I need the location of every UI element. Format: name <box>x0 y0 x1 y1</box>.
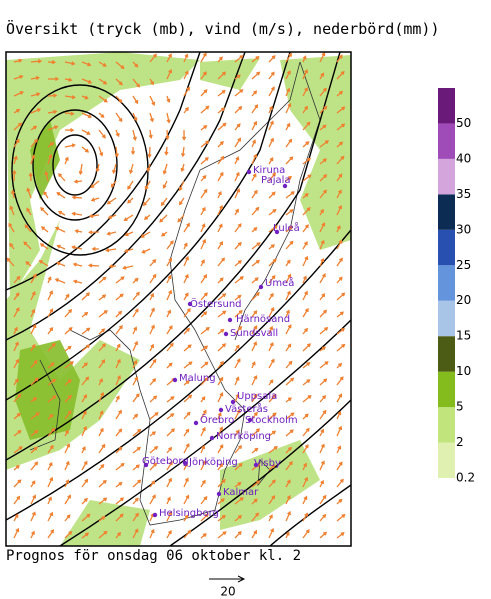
city-dot <box>253 462 259 468</box>
legend-label: 10 <box>456 364 471 378</box>
city-dot <box>246 169 252 175</box>
map <box>6 52 351 546</box>
legend-swatch <box>438 265 455 301</box>
city-label: Luleå <box>273 221 300 234</box>
scale-label: 20 <box>220 585 235 599</box>
city-dot <box>282 183 288 189</box>
city-label: Örebro <box>200 413 234 426</box>
city-label: Kiruna <box>253 165 285 176</box>
legend-label: 30 <box>456 222 471 236</box>
legend-label: 20 <box>456 293 471 307</box>
legend-swatch <box>438 88 455 124</box>
city-label: Visby <box>254 458 281 469</box>
legend-label: 40 <box>456 151 471 165</box>
city-label: Östersund <box>190 297 242 310</box>
city-label: Stockholm <box>245 415 298 426</box>
legend-swatch <box>438 407 455 443</box>
legend-label: 0.2 <box>456 471 475 485</box>
city-dot <box>182 460 188 466</box>
city-dot <box>209 435 215 441</box>
city-dot <box>143 462 149 468</box>
city-label: Pajala <box>261 175 291 186</box>
city-label: Malung <box>179 373 216 384</box>
legend-swatch <box>438 158 455 195</box>
legend-label: 5 <box>456 400 464 414</box>
city-dot <box>193 420 199 426</box>
legend-swatch <box>438 371 455 408</box>
city-label: Göteborg <box>142 456 189 467</box>
city-label: Kalmar <box>223 487 259 498</box>
city-dot <box>187 301 193 307</box>
legend-label: 15 <box>456 329 471 343</box>
city-dot <box>230 399 236 405</box>
city-dot <box>247 417 253 423</box>
city-label: Västerås <box>225 402 268 415</box>
city-dot <box>152 512 158 518</box>
forecast-time: Prognos för onsdag 06 oktober kl. 2 <box>6 548 301 564</box>
map-frame <box>5 51 352 547</box>
legend-label: 35 <box>456 187 471 201</box>
legend-swatch <box>438 336 455 372</box>
legend-label: 2 <box>456 435 464 449</box>
city-label: Jönköping <box>188 457 238 468</box>
city-label: Helsingborg <box>159 508 219 519</box>
city-label: Sundsvall <box>230 328 278 339</box>
wind-arrows <box>6 52 346 539</box>
city-label: Norrköping <box>216 431 271 442</box>
city-dot <box>258 284 264 290</box>
city-label: Umeå <box>265 276 294 289</box>
title: Översikt (tryck (mb), vind (m/s), nederb… <box>6 19 439 38</box>
legend-swatch <box>438 229 455 266</box>
city-dot <box>172 377 178 383</box>
city-dot <box>218 407 224 413</box>
city-dot <box>223 331 229 337</box>
city-dot <box>227 317 233 323</box>
city-dot <box>216 491 222 497</box>
city-dot <box>274 229 280 235</box>
legend-label: 50 <box>456 116 471 130</box>
city-label: Härnösand <box>236 314 290 325</box>
legend-swatch <box>438 442 455 478</box>
city-label: Uppsala <box>237 391 277 402</box>
legend-swatch <box>438 300 455 337</box>
legend-label: 25 <box>456 258 471 272</box>
legend-swatch <box>438 194 455 230</box>
legend-swatch <box>438 123 455 159</box>
scale-arrowhead <box>237 575 246 583</box>
